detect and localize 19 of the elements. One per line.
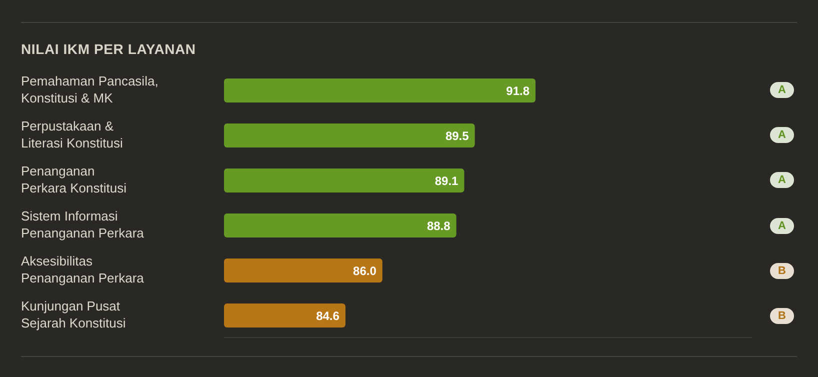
data-label: 91.8 — [506, 84, 530, 98]
text: A — [770, 218, 794, 234]
text: A — [770, 172, 794, 188]
data-label: 84.6 — [316, 308, 340, 323]
text: B — [770, 262, 794, 279]
data-label: 89.5 — [445, 128, 470, 143]
text: A — [770, 127, 794, 144]
text: B — [770, 308, 794, 324]
y-tick-label: Pemahaman Pancasila, Konstitusi & MK — [21, 74, 158, 106]
y-tick-label: Perpustakaan & Literasi Konstitusi — [21, 118, 123, 150]
text: NILAI IKM PER LAYANAN — [21, 41, 196, 57]
data-label: 88.8 — [426, 218, 451, 233]
text: A — [770, 82, 794, 98]
data-label: 89.1 — [434, 174, 459, 188]
y-tick-label: Kunjungan Pusat Sejarah Konstitusi — [21, 298, 126, 330]
y-tick-label: Sistem Informasi Penanganan Perkara — [21, 208, 145, 240]
data-label: 86.0 — [353, 264, 377, 278]
y-tick-label: Aksesibilitas Penanganan Perkara — [21, 254, 145, 286]
y-tick-label: Penanganan Perkara Konstitusi — [21, 164, 127, 196]
